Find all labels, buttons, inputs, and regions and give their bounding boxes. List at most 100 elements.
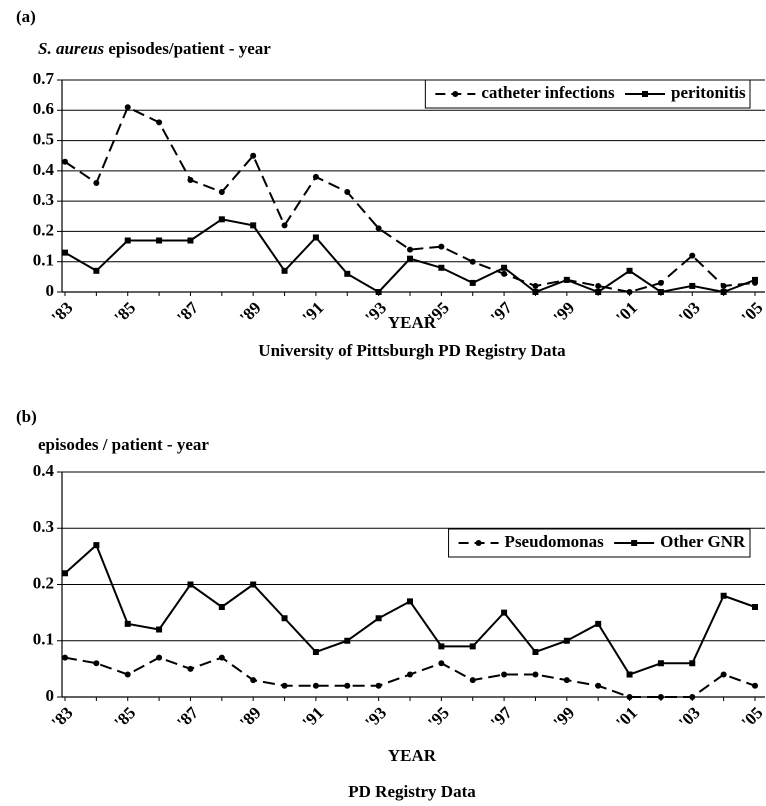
legend: catheter infections peritonitis bbox=[424, 79, 751, 109]
marker bbox=[469, 279, 476, 286]
marker bbox=[281, 222, 288, 229]
legend-marker bbox=[631, 540, 638, 546]
marker bbox=[156, 119, 163, 126]
marker bbox=[344, 682, 351, 689]
legend-label: Other GNR bbox=[660, 532, 746, 551]
x-tick-label: '97 bbox=[487, 703, 516, 732]
marker bbox=[501, 609, 508, 616]
marker bbox=[752, 682, 758, 689]
marker bbox=[281, 682, 288, 689]
y-tick-label: 0.6 bbox=[33, 99, 54, 118]
marker bbox=[62, 158, 68, 165]
x-axis-title: YEAR bbox=[388, 746, 437, 765]
marker bbox=[438, 660, 445, 667]
marker bbox=[657, 694, 664, 700]
y-tick-label: 0 bbox=[46, 281, 55, 300]
x-tick-label: '93 bbox=[361, 298, 390, 327]
x-tick-label: '01 bbox=[612, 298, 641, 327]
marker bbox=[626, 267, 633, 274]
y-tick-label: 0.2 bbox=[33, 220, 54, 239]
marker bbox=[595, 682, 602, 689]
marker bbox=[689, 282, 696, 289]
y-axis-title: S. aureus episodes/patient - year bbox=[38, 39, 271, 58]
marker bbox=[62, 654, 68, 661]
y-axis-title-italic: S. aureus bbox=[38, 39, 105, 58]
marker bbox=[93, 179, 100, 186]
marker bbox=[312, 649, 319, 655]
y-axis-title-text: episodes / patient - year bbox=[38, 435, 209, 454]
marker bbox=[563, 677, 570, 684]
marker bbox=[156, 654, 163, 661]
marker bbox=[689, 252, 696, 259]
x-tick-label: '97 bbox=[487, 298, 516, 327]
marker bbox=[124, 104, 131, 111]
marker bbox=[250, 677, 257, 684]
series-line bbox=[64, 218, 756, 294]
legend-marker bbox=[475, 540, 482, 546]
marker bbox=[752, 604, 758, 610]
legend-marker bbox=[642, 91, 649, 97]
marker bbox=[626, 289, 633, 295]
x-tick-label: '99 bbox=[550, 703, 579, 732]
legend-item: Pseudomonas bbox=[458, 532, 604, 551]
x-tick-label: '87 bbox=[173, 298, 202, 327]
marker bbox=[344, 637, 351, 644]
marker bbox=[626, 671, 633, 678]
x-tick-label: '95 bbox=[424, 703, 453, 732]
marker bbox=[469, 643, 476, 650]
x-tick-label: '05 bbox=[738, 703, 766, 732]
caption: University of Pittsburgh PD Registry Dat… bbox=[258, 341, 566, 360]
legend-item: peritonitis bbox=[625, 83, 746, 102]
marker bbox=[218, 604, 225, 610]
marker bbox=[156, 626, 163, 633]
marker bbox=[469, 258, 476, 265]
y-tick-label: 0 bbox=[46, 686, 55, 705]
marker bbox=[281, 267, 288, 274]
marker bbox=[501, 671, 508, 678]
x-tick-label: '91 bbox=[299, 298, 328, 327]
marker bbox=[438, 243, 445, 250]
marker bbox=[375, 682, 382, 689]
legend-box bbox=[448, 528, 751, 558]
marker bbox=[312, 682, 319, 689]
marker bbox=[281, 615, 288, 622]
x-axis-title: YEAR bbox=[388, 313, 437, 332]
x-tick-label: '03 bbox=[675, 703, 704, 732]
marker bbox=[438, 264, 445, 271]
x-tick-label: '99 bbox=[550, 298, 579, 327]
marker bbox=[62, 249, 68, 256]
x-tick-label: '89 bbox=[236, 703, 265, 732]
y-tick-label: 0.1 bbox=[33, 630, 54, 649]
marker bbox=[689, 660, 696, 667]
x-tick-label: '85 bbox=[111, 298, 140, 327]
legend-box bbox=[424, 79, 751, 109]
y-tick-label: 0.4 bbox=[33, 160, 55, 179]
marker bbox=[93, 660, 100, 667]
marker bbox=[407, 598, 413, 605]
marker bbox=[563, 637, 570, 644]
marker bbox=[595, 620, 602, 627]
marker bbox=[657, 279, 664, 286]
marker bbox=[407, 671, 413, 678]
legend-label: peritonitis bbox=[671, 83, 746, 102]
marker bbox=[344, 270, 351, 277]
legend: Pseudomonas Other GNR bbox=[448, 528, 751, 558]
marker bbox=[93, 267, 100, 274]
marker bbox=[187, 581, 194, 588]
caption: PD Registry Data bbox=[348, 782, 476, 801]
marker bbox=[312, 234, 319, 241]
marker bbox=[375, 289, 382, 295]
marker bbox=[250, 152, 257, 159]
y-axis-title: episodes / patient - year bbox=[38, 435, 209, 454]
marker bbox=[595, 282, 602, 289]
marker bbox=[532, 289, 539, 295]
marker bbox=[124, 620, 131, 627]
marker bbox=[720, 289, 727, 295]
legend-item: catheter infections bbox=[435, 83, 615, 102]
y-tick-label: 0.5 bbox=[33, 129, 54, 148]
x-tick-label: '93 bbox=[361, 703, 390, 732]
panel-label: (a) bbox=[16, 7, 36, 26]
marker bbox=[375, 615, 382, 622]
marker bbox=[187, 237, 194, 244]
